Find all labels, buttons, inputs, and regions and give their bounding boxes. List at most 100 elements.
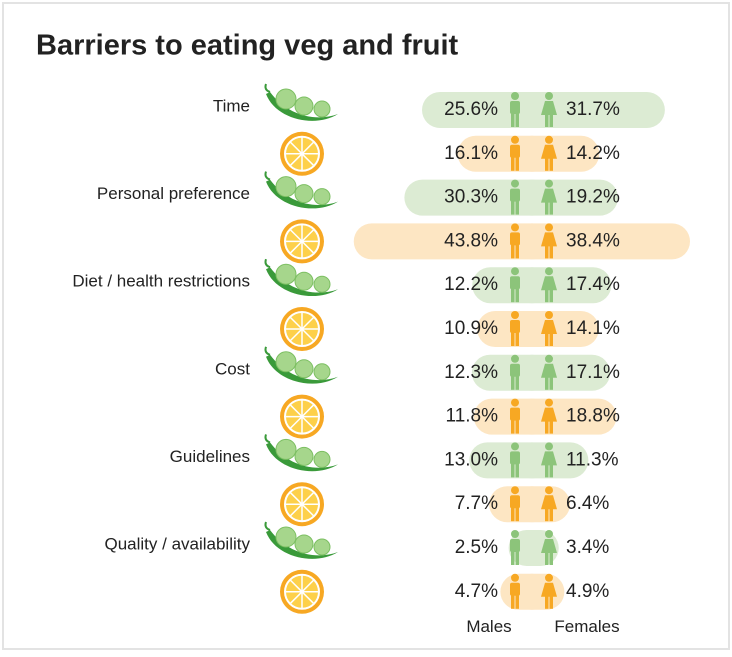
figure-head xyxy=(545,530,553,538)
orange-segment xyxy=(301,316,315,330)
labels: Time 25.6% 31.7% 16.1% 14.2% Personal prefere… xyxy=(72,96,620,636)
figure-leg xyxy=(545,113,549,127)
figure-leg xyxy=(545,551,549,565)
pod xyxy=(266,530,338,559)
figure-leg xyxy=(511,551,515,565)
icons xyxy=(264,83,557,614)
figure-head xyxy=(511,398,519,407)
figure-body xyxy=(510,363,520,377)
figure-head xyxy=(511,223,519,232)
orange-segment xyxy=(289,404,303,418)
bar-females xyxy=(514,267,612,304)
orange-segment xyxy=(289,579,303,593)
figure-head xyxy=(545,354,553,363)
value-label: 30.3% xyxy=(444,187,498,208)
figure-body xyxy=(541,101,557,115)
figure-leg xyxy=(549,375,553,390)
figure-head xyxy=(545,267,553,276)
figure-head xyxy=(511,311,519,319)
figure-leg xyxy=(511,244,515,259)
figure-leg xyxy=(545,200,549,215)
figure-body xyxy=(510,144,520,158)
orange-segment xyxy=(301,141,315,155)
figure-head xyxy=(511,92,519,100)
value-label: 16.1% xyxy=(444,143,498,164)
figure-leg xyxy=(549,419,553,434)
value-label: 31.7% xyxy=(566,99,620,120)
pod xyxy=(266,179,338,209)
value-label: 18.8% xyxy=(566,406,620,427)
pod-stem xyxy=(264,258,271,269)
value-label: 2.5% xyxy=(455,537,498,558)
pea xyxy=(294,534,314,554)
figure-leg xyxy=(515,551,519,565)
figure-leg xyxy=(545,375,549,390)
pod-stem xyxy=(264,434,271,444)
figure-head xyxy=(545,398,553,407)
figure-leg xyxy=(545,594,549,609)
bar-males xyxy=(353,223,550,260)
figure-body xyxy=(541,232,557,247)
pea xyxy=(294,446,314,466)
figure-leg xyxy=(549,113,553,127)
figure-leg xyxy=(511,375,515,390)
figure-head xyxy=(545,486,553,495)
orange-segment xyxy=(301,240,315,254)
figure-leg xyxy=(549,332,553,346)
pod-stem xyxy=(264,521,271,531)
figure-head xyxy=(511,267,519,276)
figure-body xyxy=(510,101,520,114)
figure-leg xyxy=(511,200,515,215)
pea xyxy=(275,263,297,285)
value-label: 13.0% xyxy=(444,449,498,470)
bar-females xyxy=(514,223,690,260)
figure-head xyxy=(511,573,519,582)
value-label: 12.2% xyxy=(444,274,498,295)
bar-females xyxy=(514,398,617,435)
orange-segment xyxy=(289,153,303,167)
pod xyxy=(266,92,338,121)
pea xyxy=(294,96,314,116)
pea xyxy=(313,450,331,468)
figure-leg xyxy=(515,419,519,434)
chart-title: Barriers to eating veg and fruit xyxy=(36,30,459,62)
figure-head xyxy=(511,135,519,144)
orange-segment xyxy=(301,503,315,517)
pea xyxy=(313,363,331,381)
figure-leg xyxy=(515,332,519,346)
figure-leg xyxy=(549,507,553,522)
value-label: 7.7% xyxy=(455,493,498,514)
pea xyxy=(294,184,314,204)
pea xyxy=(275,176,297,198)
bar-females xyxy=(514,573,565,610)
figure-head xyxy=(511,179,519,188)
figure-body xyxy=(510,188,520,202)
figure-head xyxy=(545,179,553,188)
bar-females xyxy=(514,354,611,391)
orange-segment xyxy=(301,416,315,430)
pod-stem xyxy=(264,346,271,356)
value-label: 14.1% xyxy=(566,318,620,339)
orange-segment xyxy=(289,416,303,430)
figure-head xyxy=(545,135,553,144)
figure-head xyxy=(511,442,519,451)
figure-body xyxy=(541,188,557,203)
figure-body xyxy=(541,144,557,159)
value-label: 11.8% xyxy=(446,406,499,427)
figure-head xyxy=(511,486,519,495)
pea xyxy=(294,359,314,379)
value-label: 25.6% xyxy=(444,99,498,120)
figure-body xyxy=(510,582,520,596)
value-label: 11.3% xyxy=(566,449,619,470)
value-label: 43.8% xyxy=(444,230,498,251)
figure-leg xyxy=(511,507,515,522)
figure-leg xyxy=(515,200,519,215)
value-label: 4.7% xyxy=(455,581,498,602)
value-label: 10.9% xyxy=(444,318,498,339)
pea xyxy=(275,351,297,373)
bar-females xyxy=(514,311,599,347)
figure-leg xyxy=(549,551,553,565)
category-label: Cost xyxy=(215,359,250,378)
